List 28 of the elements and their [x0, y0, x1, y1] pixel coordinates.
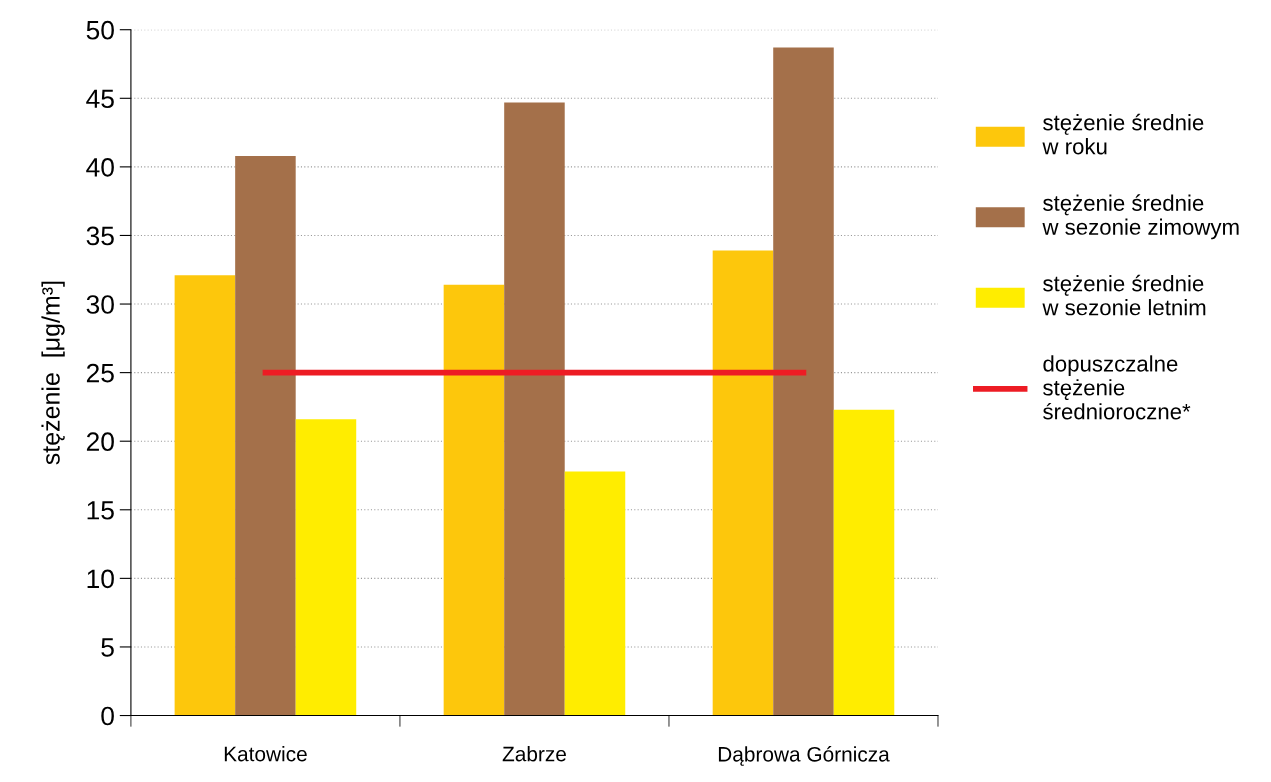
bar	[712, 250, 774, 716]
x-tick-label: Zabrze	[502, 746, 566, 762]
y-tick-label: 40	[86, 158, 114, 177]
y-tick-label: 0	[101, 706, 114, 726]
bar	[833, 409, 895, 716]
y-tick-label: 35	[86, 226, 114, 246]
legend-label: stężenie średnie w roku	[1042, 113, 1204, 155]
y-tick-label: 50	[86, 20, 114, 40]
legend-label: stężenie średnie w sezonie letnim	[1042, 274, 1206, 316]
y-tick-label: 20	[86, 432, 114, 452]
legend-label: stężenie średnie w sezonie zimowym	[1042, 194, 1239, 240]
y-tick-label: 25	[86, 363, 114, 383]
y-tick-label: 5	[101, 638, 114, 657]
bar	[443, 284, 505, 716]
bar	[235, 155, 296, 716]
bar	[773, 47, 834, 716]
bar	[174, 275, 236, 716]
y-axis-title: stężenie [μg/m³]	[41, 281, 65, 465]
bar	[295, 419, 357, 716]
y-tick-label: 30	[86, 295, 114, 314]
x-tick-label: Katowice	[224, 746, 307, 762]
bar	[504, 102, 565, 716]
x-tick-label: Dąbrowa Górnicza	[718, 746, 890, 766]
y-tick-label: 15	[87, 501, 114, 520]
y-tick-label: 10	[87, 569, 114, 589]
bar	[564, 471, 626, 716]
y-tick-label: 45	[86, 89, 114, 109]
legend-label: dopuszczalne stężenie średnioroczne*	[1043, 355, 1191, 420]
